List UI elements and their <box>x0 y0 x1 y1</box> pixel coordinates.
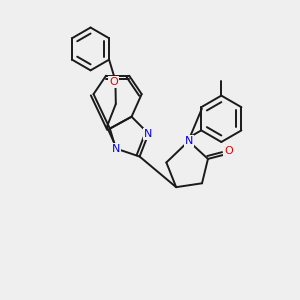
Text: O: O <box>110 76 118 87</box>
Text: N: N <box>112 143 120 154</box>
Text: N: N <box>144 129 153 139</box>
Text: N: N <box>184 136 193 146</box>
Text: O: O <box>224 146 233 157</box>
